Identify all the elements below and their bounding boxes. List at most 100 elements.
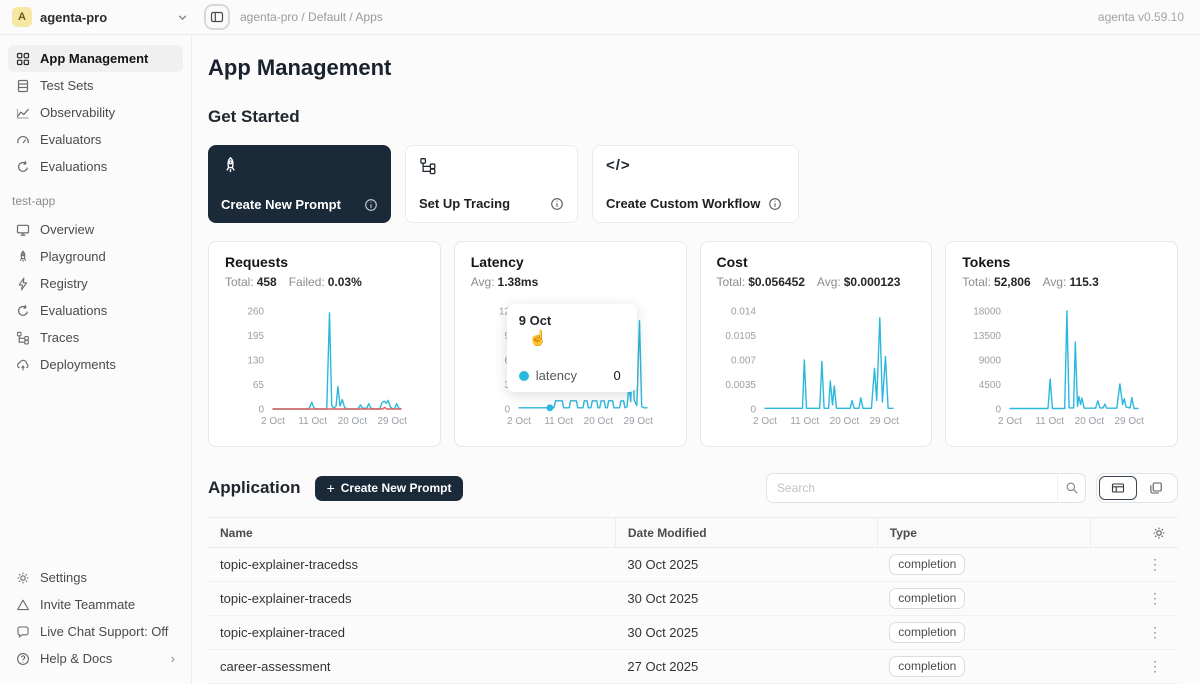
svg-text:0: 0: [750, 405, 756, 416]
sidebar-item-registry[interactable]: Registry: [8, 270, 183, 297]
row-menu-button[interactable]: ⋮: [1144, 556, 1166, 572]
page-title: App Management: [208, 55, 1178, 81]
sidebar-item-evaluations[interactable]: Evaluations: [8, 153, 183, 180]
sidebar-item-label: App Management: [40, 51, 148, 66]
app-name: topic-explainer-tracedss: [208, 548, 615, 582]
svg-text:13500: 13500: [973, 331, 1001, 342]
trace-tree-icon: [419, 157, 564, 175]
sidebar-item-label: Evaluations: [40, 303, 107, 318]
type-badge: completion: [889, 554, 965, 575]
cost-chart: 0.0140.01050.0070.003502 Oct11 Oct20 Oct…: [719, 301, 916, 434]
info-icon[interactable]: [768, 197, 782, 211]
svg-text:29 Oct: 29 Oct: [623, 416, 653, 427]
sidebar-panel-icon: [210, 10, 224, 24]
svg-text:29 Oct: 29 Oct: [377, 416, 407, 427]
metrics-cards: Requests Total:458 Failed:0.03% 26019513…: [208, 241, 1178, 447]
main-content: App Management Get Started Create New Pr…: [192, 35, 1200, 684]
sidebar-item-label: Observability: [40, 105, 115, 120]
workspace-avatar: A: [12, 7, 32, 27]
sidebar-item-label: Deployments: [40, 357, 116, 372]
card-view-button[interactable]: [1137, 476, 1175, 500]
sidebar-item-label: Evaluations: [40, 159, 107, 174]
chart-title: Latency: [471, 254, 670, 270]
card-label: Create Custom Workflow: [606, 196, 760, 211]
svg-text:2 Oct: 2 Oct: [507, 416, 531, 427]
sidebar-item-label: Registry: [40, 276, 88, 291]
sidebar-item-settings[interactable]: Settings: [8, 564, 183, 591]
table-row[interactable]: topic-explainer-traceds 30 Oct 2025 comp…: [208, 582, 1178, 616]
sidebar-toggle-button[interactable]: [204, 4, 230, 30]
table-view-icon: [1111, 481, 1125, 495]
sidebar: App Management Test Sets Observability E…: [0, 35, 192, 684]
chevron-down-icon: [177, 12, 188, 23]
requests-card: Requests Total:458 Failed:0.03% 26019513…: [208, 241, 441, 447]
chart-title: Requests: [225, 254, 424, 270]
create-new-prompt-button[interactable]: + Create New Prompt: [315, 476, 464, 501]
help-icon: [16, 652, 30, 666]
type-badge: completion: [889, 622, 965, 643]
column-type: Type: [877, 518, 1090, 548]
workspace-selector[interactable]: A agenta-pro: [12, 7, 188, 27]
column-settings[interactable]: [1091, 518, 1178, 548]
info-icon[interactable]: [550, 197, 564, 211]
search-icon[interactable]: [1057, 474, 1085, 502]
sidebar-item-observability[interactable]: Observability: [8, 99, 183, 126]
svg-text:2 Oct: 2 Oct: [998, 416, 1022, 427]
sidebar-item-playground[interactable]: Playground: [8, 243, 183, 270]
topbar: A agenta-pro agenta-pro / Default / Apps…: [0, 0, 1200, 35]
row-menu-button[interactable]: ⋮: [1144, 590, 1166, 606]
sidebar-item-label: Evaluators: [40, 132, 101, 147]
sidebar-item-evaluations-app[interactable]: Evaluations: [8, 297, 183, 324]
app-name: topic-explainer-traceds: [208, 582, 615, 616]
sidebar-item-app-management[interactable]: App Management: [8, 45, 183, 72]
app-date: 27 Oct 2025: [615, 650, 877, 684]
search-input[interactable]: [766, 473, 1086, 503]
requests-chart: 2601951306502 Oct11 Oct20 Oct29 Oct: [227, 301, 424, 434]
sidebar-item-help-docs[interactable]: Help & Docs ›: [8, 645, 183, 672]
sidebar-item-label: Overview: [40, 222, 94, 237]
svg-text:29 Oct: 29 Oct: [869, 416, 899, 427]
svg-text:260: 260: [247, 307, 264, 318]
refresh-icon: [16, 304, 30, 318]
sidebar-item-label: Playground: [40, 249, 106, 264]
svg-text:0.014: 0.014: [730, 307, 755, 318]
sidebar-item-live-chat[interactable]: Live Chat Support: Off: [8, 618, 183, 645]
grid-icon: [16, 52, 30, 66]
svg-text:11 Oct: 11 Oct: [544, 416, 573, 427]
svg-text:0: 0: [258, 405, 264, 416]
sidebar-item-label: Help & Docs: [40, 651, 112, 666]
row-menu-button[interactable]: ⋮: [1144, 658, 1166, 674]
sidebar-item-label: Invite Teammate: [40, 597, 135, 612]
info-icon[interactable]: [364, 198, 378, 212]
sidebar-item-traces[interactable]: Traces: [8, 324, 183, 351]
chart-title: Tokens: [962, 254, 1161, 270]
table-row[interactable]: topic-explainer-traced 30 Oct 2025 compl…: [208, 616, 1178, 650]
svg-text:0: 0: [504, 405, 510, 416]
tooltip-date: 9 Oct: [519, 313, 625, 328]
sidebar-item-test-sets[interactable]: Test Sets: [8, 72, 183, 99]
refresh-icon: [16, 160, 30, 174]
sidebar-item-overview[interactable]: Overview: [8, 216, 183, 243]
row-menu-button[interactable]: ⋮: [1144, 624, 1166, 640]
svg-text:11 Oct: 11 Oct: [790, 416, 819, 427]
breadcrumb[interactable]: agenta-pro / Default / Apps: [240, 10, 383, 24]
create-custom-workflow-card[interactable]: </> Create Custom Workflow: [592, 145, 799, 223]
table-view-button[interactable]: [1099, 476, 1137, 500]
set-up-tracing-card[interactable]: Set Up Tracing: [405, 145, 578, 223]
type-badge: completion: [889, 588, 965, 609]
sidebar-item-evaluators[interactable]: Evaluators: [8, 126, 183, 153]
sidebar-item-deployments[interactable]: Deployments: [8, 351, 183, 378]
sidebar-item-invite-teammate[interactable]: Invite Teammate: [8, 591, 183, 618]
table-row[interactable]: career-assessment 27 Oct 2025 completion…: [208, 650, 1178, 684]
create-new-prompt-card[interactable]: Create New Prompt: [208, 145, 391, 223]
sidebar-item-label: Traces: [40, 330, 79, 345]
code-icon: </>: [606, 157, 785, 174]
get-started-cards: Create New Prompt Set Up Tracing </> Cre…: [208, 145, 1178, 223]
apps-table: Name Date Modified Type topic-explainer-…: [208, 517, 1178, 684]
cost-card: Cost Total:$0.056452 Avg:$0.000123 0.014…: [700, 241, 933, 447]
app-version: agenta v0.59.10: [1098, 10, 1184, 24]
app-date: 30 Oct 2025: [615, 582, 877, 616]
table-row[interactable]: topic-explainer-tracedss 30 Oct 2025 com…: [208, 548, 1178, 582]
latency-card: Latency Avg:1.38ms 1296302 Oct11 Oct20 O…: [454, 241, 687, 447]
svg-text:65: 65: [253, 380, 265, 391]
